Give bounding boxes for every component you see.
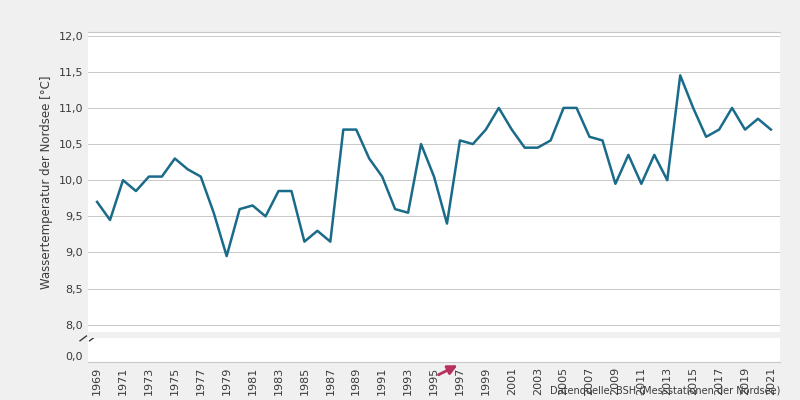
Text: Datenquelle: BSH (Messstationen der Nordsee): Datenquelle: BSH (Messstationen der Nord… (550, 386, 780, 396)
Y-axis label: Wassertemperatur der Nordsee [°C]: Wassertemperatur der Nordsee [°C] (40, 75, 53, 289)
